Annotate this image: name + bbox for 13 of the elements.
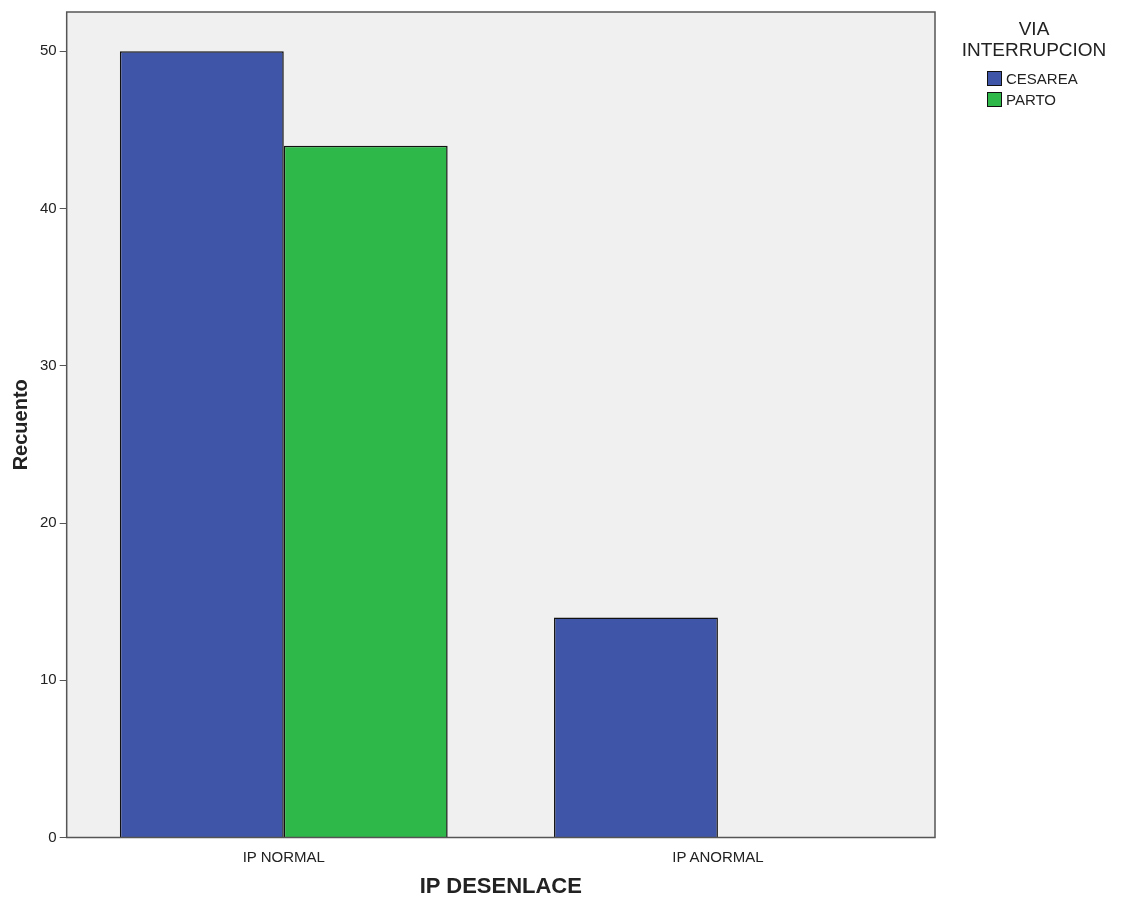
y-axis-title: Recuento — [8, 379, 31, 471]
legend-label: PARTO — [1006, 91, 1057, 108]
y-tick-label: 40 — [40, 198, 57, 216]
x-tick-label: IP NORMAL — [242, 847, 325, 865]
y-tick-label: 10 — [40, 670, 57, 688]
y-tick-label: 20 — [40, 513, 57, 531]
legend-label: CESAREA — [1006, 70, 1078, 87]
x-tick-label: IP ANORMAL — [672, 847, 764, 865]
y-tick-label: 0 — [48, 827, 57, 845]
y-tick-label: 30 — [40, 355, 57, 373]
y-tick-label: 50 — [40, 41, 57, 59]
x-axis-title: IP DESENLACE — [419, 872, 582, 898]
legend-title: VIA INTERRUPCION — [960, 18, 1108, 60]
